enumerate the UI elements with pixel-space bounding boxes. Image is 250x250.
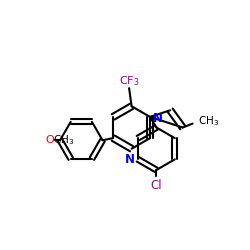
Text: CF$_3$: CF$_3$ (119, 74, 139, 88)
Text: N: N (125, 153, 135, 166)
Text: CH$_3$: CH$_3$ (198, 114, 219, 128)
Text: CH$_3$: CH$_3$ (53, 133, 74, 147)
Text: O: O (45, 135, 54, 145)
Text: N: N (153, 112, 163, 126)
Text: Cl: Cl (150, 180, 162, 192)
